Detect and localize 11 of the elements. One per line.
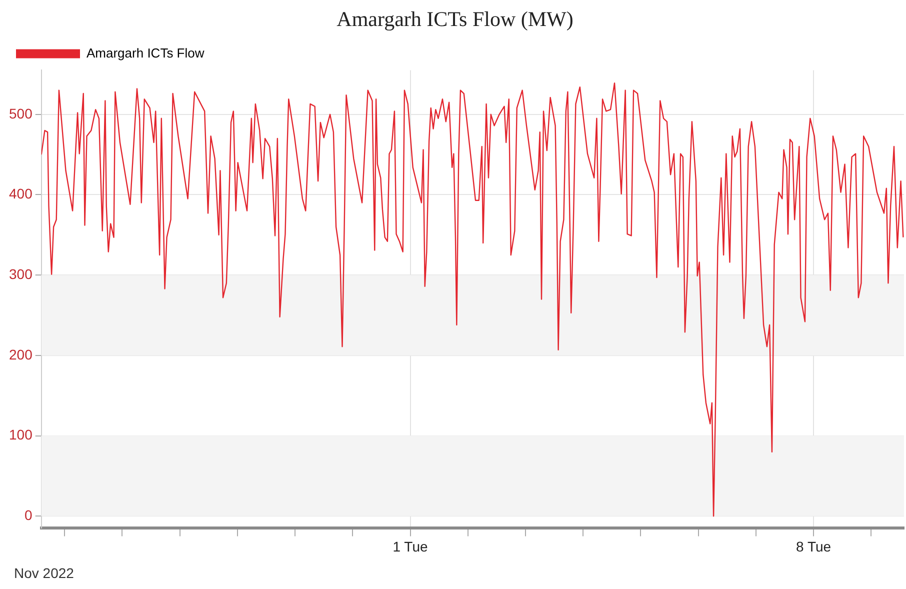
text: Nov 2022 xyxy=(14,564,74,581)
y-tick-label: 0 xyxy=(24,507,33,524)
x-tick-label: 8 Tue xyxy=(796,538,832,554)
y-tick-label: 500 xyxy=(9,105,33,122)
y-tick-label: 200 xyxy=(9,346,33,362)
y-tick-label: 300 xyxy=(9,266,33,282)
legend-label: Amargarh ICTs Flow xyxy=(86,45,205,60)
chart-title: Amargarh ICTs Flow (MW) xyxy=(336,7,574,32)
y-tick-label: 100 xyxy=(9,426,33,443)
y-tick-label: 400 xyxy=(9,186,33,202)
x-tick-label: 1 Tue xyxy=(392,538,428,554)
